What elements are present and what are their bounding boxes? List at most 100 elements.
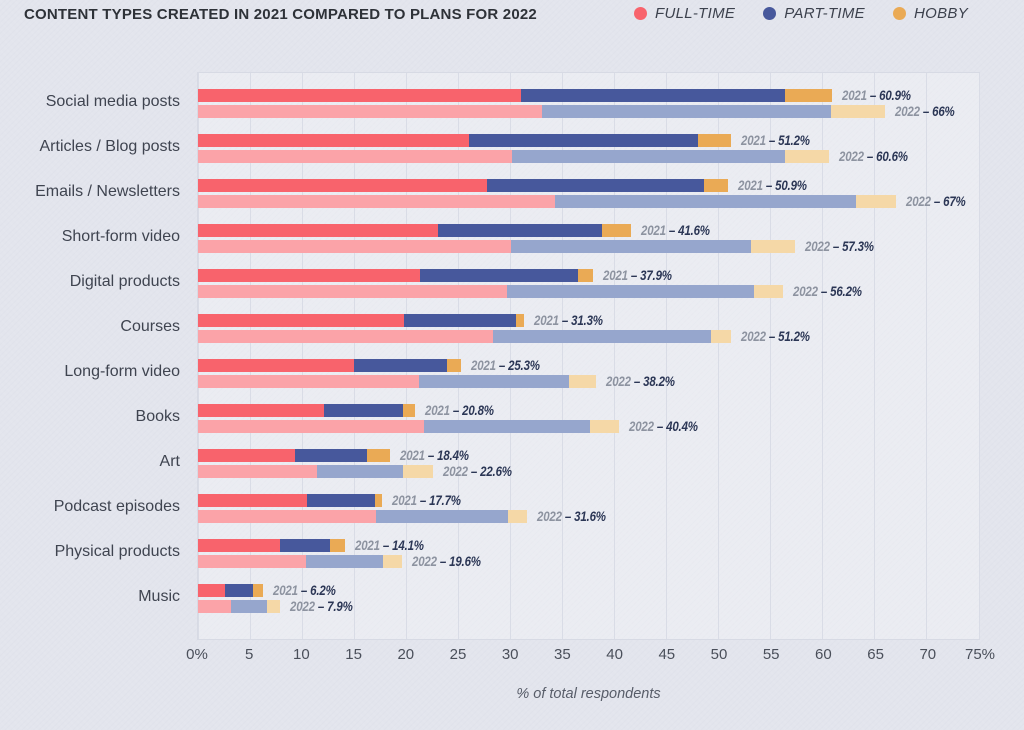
bar-row-2021: 2021 – 17.7% [198, 494, 979, 507]
bar-segment-part-time[interactable] [323, 404, 404, 417]
bar-segment-part-time[interactable] [541, 105, 832, 118]
bar-segment-full-time[interactable] [198, 224, 438, 237]
stacked-bar-2022[interactable] [198, 420, 619, 433]
stacked-bar-2021[interactable] [198, 134, 732, 147]
bar-segment-hobby[interactable] [568, 375, 596, 388]
stacked-bar-2022[interactable] [198, 240, 795, 253]
bar-segment-full-time[interactable] [198, 449, 295, 462]
bar-segment-hobby[interactable] [383, 555, 403, 568]
stacked-bar-2022[interactable] [198, 330, 732, 343]
bar-segment-part-time[interactable] [468, 134, 698, 147]
bar-segment-part-time[interactable] [492, 330, 712, 343]
stacked-bar-2022[interactable] [198, 150, 830, 163]
bar-segment-full-time[interactable] [198, 555, 307, 568]
bar-segment-full-time[interactable] [198, 465, 317, 478]
bar-segment-full-time[interactable] [198, 150, 513, 163]
bar-segment-part-time[interactable] [404, 314, 516, 327]
bar-segment-hobby[interactable] [266, 600, 281, 613]
bar-segment-part-time[interactable] [354, 359, 447, 372]
stacked-bar-2022[interactable] [198, 195, 896, 208]
bar-segment-part-time[interactable] [231, 600, 267, 613]
bar-segment-full-time[interactable] [198, 314, 405, 327]
bar-segment-hobby[interactable] [330, 539, 345, 552]
bar-segment-part-time[interactable] [555, 195, 857, 208]
stacked-bar-2021[interactable] [198, 359, 462, 372]
bar-segment-hobby[interactable] [403, 465, 434, 478]
bar-segment-hobby[interactable] [253, 584, 263, 597]
bar-segment-full-time[interactable] [198, 269, 420, 282]
stacked-bar-2021[interactable] [198, 269, 593, 282]
bar-segment-hobby[interactable] [446, 359, 462, 372]
stacked-bar-2021[interactable] [198, 89, 833, 102]
bar-segment-part-time[interactable] [225, 584, 254, 597]
stacked-bar-2021[interactable] [198, 539, 345, 552]
gridline [405, 73, 407, 639]
stacked-bar-2022[interactable] [198, 510, 528, 523]
stacked-bar-2022[interactable] [198, 465, 434, 478]
bar-segment-part-time[interactable] [294, 449, 367, 462]
bar-segment-hobby[interactable] [508, 510, 528, 523]
bar-segment-part-time[interactable] [418, 375, 569, 388]
bar-segment-part-time[interactable] [437, 224, 603, 237]
bar-segment-full-time[interactable] [198, 330, 493, 343]
stacked-bar-2021[interactable] [198, 584, 263, 597]
bar-segment-hobby[interactable] [754, 285, 784, 298]
bar-segment-part-time[interactable] [507, 285, 755, 298]
stacked-bar-2021[interactable] [198, 314, 524, 327]
bar-segment-hobby[interactable] [831, 105, 886, 118]
bar-segment-full-time[interactable] [198, 420, 424, 433]
bar-segment-hobby[interactable] [856, 195, 896, 208]
stacked-bar-2021[interactable] [198, 179, 729, 192]
bar-segment-hobby[interactable] [589, 420, 619, 433]
bar-segment-full-time[interactable] [198, 359, 355, 372]
bar-segment-part-time[interactable] [376, 510, 509, 523]
bar-segment-hobby[interactable] [785, 89, 833, 102]
stacked-bar-2022[interactable] [198, 105, 886, 118]
bar-segment-hobby[interactable] [366, 449, 390, 462]
bar-segment-part-time[interactable] [511, 240, 751, 253]
x-tick-label: 0% [186, 646, 208, 663]
bar-segment-part-time[interactable] [487, 179, 705, 192]
bar-segment-full-time[interactable] [198, 89, 521, 102]
bar-segment-full-time[interactable] [198, 134, 469, 147]
bar-segment-part-time[interactable] [307, 494, 375, 507]
bar-segment-full-time[interactable] [198, 539, 281, 552]
bar-segment-part-time[interactable] [512, 150, 786, 163]
bar-segment-full-time[interactable] [198, 179, 488, 192]
stacked-bar-2022[interactable] [198, 555, 403, 568]
bar-segment-hobby[interactable] [697, 134, 732, 147]
bar-segment-full-time[interactable] [198, 584, 226, 597]
stacked-bar-2021[interactable] [198, 449, 390, 462]
legend-item-full-time: FULL-TIME [633, 5, 735, 22]
bar-segment-part-time[interactable] [316, 465, 404, 478]
stacked-bar-2022[interactable] [198, 285, 784, 298]
bar-segment-full-time[interactable] [198, 494, 308, 507]
bar-segment-full-time[interactable] [198, 600, 232, 613]
bar-segment-hobby[interactable] [704, 179, 729, 192]
bar-segment-part-time[interactable] [419, 269, 579, 282]
bar-segment-full-time[interactable] [198, 105, 542, 118]
bar-segment-hobby[interactable] [750, 240, 795, 253]
bar-segment-part-time[interactable] [423, 420, 590, 433]
stacked-bar-2021[interactable] [198, 404, 415, 417]
stacked-bar-2021[interactable] [198, 224, 632, 237]
bar-segment-full-time[interactable] [198, 195, 556, 208]
bar-segment-hobby[interactable] [785, 150, 830, 163]
bar-segment-full-time[interactable] [198, 510, 377, 523]
bar-segment-hobby[interactable] [515, 314, 524, 327]
bar-segment-hobby[interactable] [602, 224, 632, 237]
bar-segment-hobby[interactable] [711, 330, 732, 343]
bar-segment-part-time[interactable] [520, 89, 786, 102]
bar-segment-full-time[interactable] [198, 285, 508, 298]
stacked-bar-2022[interactable] [198, 600, 281, 613]
bar-segment-hobby[interactable] [578, 269, 593, 282]
bar-segment-full-time[interactable] [198, 404, 324, 417]
bar-segment-hobby[interactable] [403, 404, 415, 417]
bar-segment-part-time[interactable] [280, 539, 331, 552]
stacked-bar-2021[interactable] [198, 494, 383, 507]
bar-segment-part-time[interactable] [306, 555, 384, 568]
stacked-bar-2022[interactable] [198, 375, 596, 388]
bar-segment-full-time[interactable] [198, 375, 419, 388]
bar-segment-hobby[interactable] [375, 494, 383, 507]
bar-segment-full-time[interactable] [198, 240, 512, 253]
